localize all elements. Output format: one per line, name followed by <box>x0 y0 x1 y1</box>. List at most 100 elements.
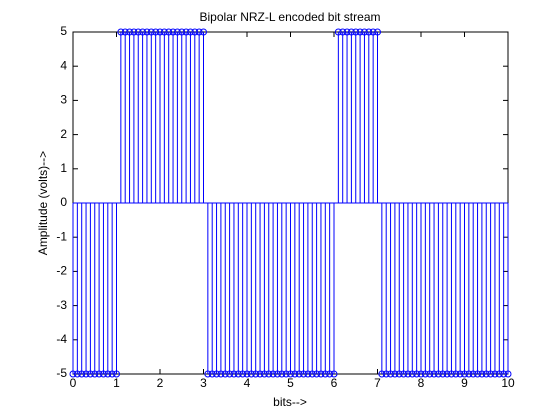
y-tick-label: -1 <box>56 229 67 243</box>
stem-marker <box>400 370 408 378</box>
stem-marker <box>391 370 399 378</box>
stem-marker <box>369 28 377 36</box>
stem-marker <box>356 28 364 36</box>
y-tick-label: 1 <box>60 161 67 175</box>
stem-marker <box>230 370 238 378</box>
stem-marker <box>500 370 508 378</box>
stem-marker <box>482 370 490 378</box>
stem-marker <box>295 370 303 378</box>
y-tick-label: 5 <box>60 24 67 38</box>
stem-marker <box>474 370 482 378</box>
stem-marker <box>374 28 381 36</box>
stem-marker <box>478 370 486 378</box>
stem-marker <box>404 370 412 378</box>
stem-marker <box>265 370 273 378</box>
stem-marker <box>430 370 438 378</box>
stem-marker <box>456 370 464 378</box>
stem-marker <box>461 370 468 378</box>
stem-marker <box>165 28 173 36</box>
stem-marker <box>339 28 347 36</box>
stem-marker <box>108 370 116 378</box>
stem-marker <box>330 370 338 378</box>
stem-marker <box>504 370 512 378</box>
x-tick-label: 7 <box>374 376 381 390</box>
stem-marker <box>439 370 447 378</box>
stem-marker <box>86 370 94 378</box>
stem-marker <box>121 28 129 36</box>
stem-marker <box>269 370 277 378</box>
x-axis-label: bits--> <box>273 395 307 409</box>
x-tick-label: 0 <box>70 376 77 390</box>
stem-marker <box>365 28 373 36</box>
y-tick-label: 2 <box>60 127 67 141</box>
stem-marker <box>387 370 395 378</box>
stem-marker <box>152 28 160 36</box>
stem-marker <box>208 370 216 378</box>
stem-marker <box>343 28 351 36</box>
stem-marker <box>173 28 181 36</box>
stem-marker <box>378 370 386 378</box>
stem-marker <box>195 28 203 36</box>
stem-marker <box>347 28 355 36</box>
stem-marker <box>447 370 455 378</box>
x-tick-label: 10 <box>501 376 515 390</box>
stem-marker <box>273 370 281 378</box>
stem-marker <box>104 370 112 378</box>
y-tick-label: 3 <box>60 93 67 107</box>
stem-marker <box>287 370 294 378</box>
stem-marker <box>421 370 429 378</box>
stem-marker <box>69 370 77 378</box>
stem-marker <box>321 370 329 378</box>
stem-marker <box>252 370 260 378</box>
stem-marker <box>469 370 477 378</box>
stem-marker <box>278 370 286 378</box>
stem-marker <box>487 370 495 378</box>
y-axis-label: Amplitude (volts)--> <box>36 151 50 255</box>
stem-marker <box>156 28 164 36</box>
stem-marker <box>291 370 299 378</box>
stem-marker <box>204 370 212 378</box>
stem-marker <box>134 28 142 36</box>
stem-marker <box>191 28 199 36</box>
stem-marker <box>178 28 186 36</box>
stem-marker <box>234 370 242 378</box>
stem-marker <box>304 370 312 378</box>
x-tick-label: 8 <box>418 376 425 390</box>
stem-marker <box>495 370 503 378</box>
stem-marker <box>317 370 325 378</box>
stem-marker <box>78 370 86 378</box>
stem-marker <box>130 28 138 36</box>
stem-marker <box>360 28 368 36</box>
y-tick-label: 0 <box>60 195 67 209</box>
stem-marker <box>169 28 177 36</box>
stem-marker <box>91 370 99 378</box>
stem-marker <box>313 370 321 378</box>
stem-marker <box>247 370 255 378</box>
x-tick-label: 2 <box>157 376 164 390</box>
stem-marker <box>260 370 268 378</box>
x-tick-label: 9 <box>461 376 468 390</box>
y-tick-label: -5 <box>56 366 67 380</box>
stem-marker <box>308 370 316 378</box>
stem-marker <box>200 28 207 36</box>
stem-marker <box>82 370 90 378</box>
stem-marker <box>160 28 168 36</box>
stem-marker <box>408 370 416 378</box>
stem-marker <box>182 28 190 36</box>
stem-marker <box>434 370 442 378</box>
stem-marker <box>491 370 499 378</box>
stem-marker <box>413 370 421 378</box>
stem-marker <box>126 28 134 36</box>
stem-marker <box>73 370 81 378</box>
y-tick-label: -2 <box>56 264 67 278</box>
stem-marker <box>334 28 342 36</box>
stem-marker <box>221 370 229 378</box>
stem-marker <box>143 28 151 36</box>
stem-marker <box>117 28 125 36</box>
x-tick-label: 3 <box>200 376 207 390</box>
stem-marker <box>417 370 425 378</box>
stem-marker <box>226 370 234 378</box>
x-tick-label: 1 <box>113 376 120 390</box>
y-tick-label: 4 <box>60 58 67 72</box>
